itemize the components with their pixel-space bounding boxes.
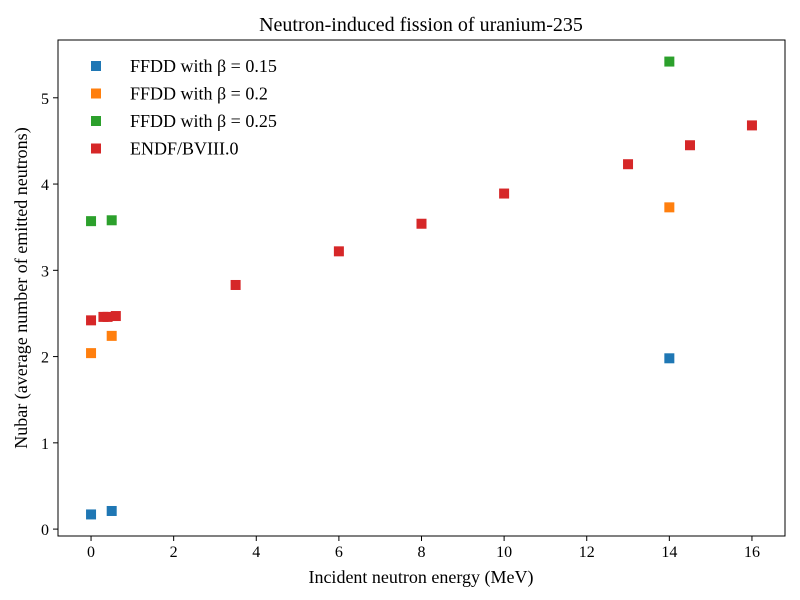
data-point (664, 353, 675, 364)
data-point (102, 311, 113, 322)
y-tick-label: 5 (41, 91, 49, 108)
legend-label: FFDD with β = 0.15 (130, 56, 277, 76)
data-point (499, 188, 510, 199)
x-tick-label: 6 (335, 544, 343, 561)
x-tick-label: 16 (744, 544, 760, 561)
data-point (86, 348, 97, 359)
data-point (110, 311, 121, 322)
series-1 (86, 353, 675, 520)
legend-item: FFDD with β = 0.15 (91, 56, 277, 76)
legend-marker (91, 88, 101, 99)
data-point (333, 246, 344, 257)
legend-label: ENDF/BVIII.0 (130, 139, 239, 159)
series-3 (86, 56, 675, 227)
y-tick-label: 1 (41, 436, 49, 453)
data-point (664, 56, 675, 67)
legend-marker (91, 116, 101, 126)
data-point (86, 509, 97, 520)
x-tick-label: 0 (87, 544, 95, 561)
data-point (416, 218, 427, 229)
legend-item: FFDD with β = 0.25 (91, 111, 277, 131)
legend-label: FFDD with β = 0.2 (130, 84, 268, 104)
legend-marker (91, 143, 101, 154)
data-point (664, 202, 675, 213)
data-point (106, 330, 117, 341)
y-tick-label: 0 (41, 522, 49, 539)
x-tick-label: 2 (170, 544, 178, 561)
x-tick-label: 10 (496, 544, 512, 561)
y-tick-label: 3 (41, 263, 49, 280)
chart-title: Neutron-induced fission of uranium-235 (259, 14, 583, 36)
y-axis-label: Nubar (average number of emitted neutron… (11, 127, 32, 448)
series-4 (86, 120, 757, 326)
y-tick-label: 2 (41, 350, 49, 367)
legend-label: FFDD with β = 0.25 (130, 111, 277, 131)
legend-marker (91, 61, 101, 71)
data-point (86, 315, 97, 326)
data-point (623, 159, 634, 170)
series-2 (86, 202, 675, 359)
data-point (230, 279, 241, 290)
x-tick-label: 14 (661, 544, 677, 561)
data-point (106, 505, 117, 516)
y-tick-label: 4 (41, 177, 49, 194)
legend-item: ENDF/BVIII.0 (91, 139, 239, 159)
legend: FFDD with β = 0.15 FFDD with β = 0.2 FFDD … (91, 56, 277, 159)
x-axis-label: Incident neutron energy (MeV) (308, 567, 533, 588)
data-point (746, 120, 757, 131)
data-point (106, 215, 117, 226)
x-tick-label: 8 (418, 544, 426, 561)
x-tick-label: 4 (252, 544, 260, 561)
data-point (684, 140, 695, 151)
legend-item: FFDD with β = 0.2 (91, 84, 268, 104)
data-point (86, 216, 97, 227)
x-tick-label: 12 (579, 544, 595, 561)
